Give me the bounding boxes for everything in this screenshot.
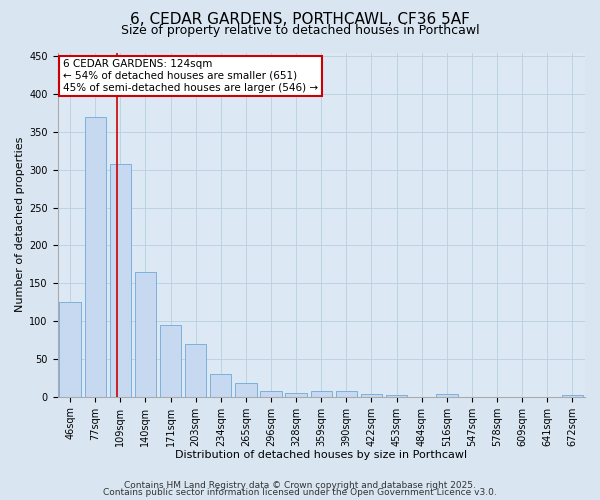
Bar [135, 272, 156, 396]
Text: Contains HM Land Registry data © Crown copyright and database right 2025.: Contains HM Land Registry data © Crown c… [124, 480, 476, 490]
Y-axis label: Number of detached properties: Number of detached properties [15, 137, 25, 312]
Bar [286, 393, 307, 396]
Bar [85, 117, 106, 396]
Bar [185, 344, 206, 397]
Bar [436, 394, 458, 396]
Text: Contains public sector information licensed under the Open Government Licence v3: Contains public sector information licen… [103, 488, 497, 497]
Bar [311, 390, 332, 396]
Text: 6 CEDAR GARDENS: 124sqm
← 54% of detached houses are smaller (651)
45% of semi-d: 6 CEDAR GARDENS: 124sqm ← 54% of detache… [63, 60, 318, 92]
Bar [361, 394, 382, 396]
X-axis label: Distribution of detached houses by size in Porthcawl: Distribution of detached houses by size … [175, 450, 467, 460]
Bar [110, 164, 131, 396]
Bar [210, 374, 232, 396]
Text: 6, CEDAR GARDENS, PORTHCAWL, CF36 5AF: 6, CEDAR GARDENS, PORTHCAWL, CF36 5AF [130, 12, 470, 28]
Bar [235, 383, 257, 396]
Bar [562, 395, 583, 396]
Text: Size of property relative to detached houses in Porthcawl: Size of property relative to detached ho… [121, 24, 479, 37]
Bar [160, 325, 181, 396]
Bar [260, 390, 281, 396]
Bar [336, 390, 357, 396]
Bar [59, 302, 81, 396]
Bar [386, 395, 407, 396]
